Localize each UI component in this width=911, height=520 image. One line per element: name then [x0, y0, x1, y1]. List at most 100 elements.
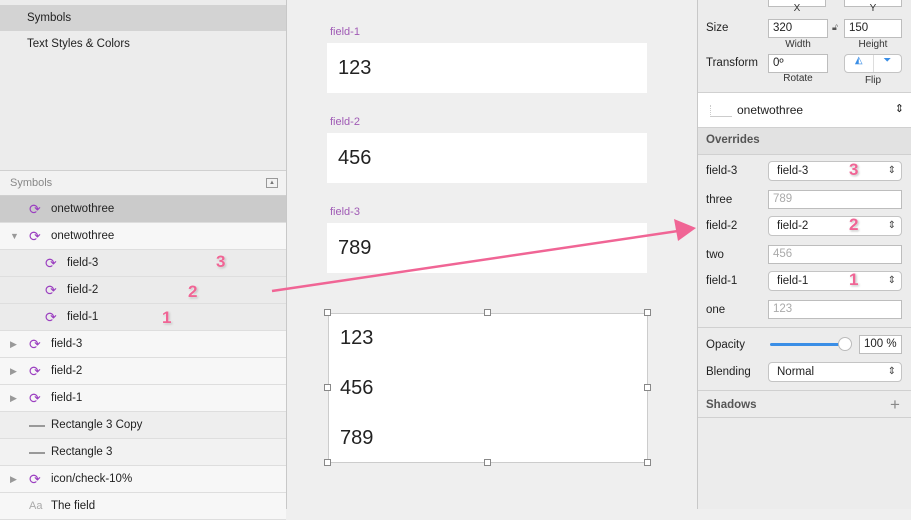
height-field[interactable]: 150: [844, 19, 902, 38]
field-artboard[interactable]: 456: [327, 133, 647, 183]
flip-horizontal-icon[interactable]: ◭: [845, 55, 874, 72]
symbol-picker[interactable]: onetwothree ⇕: [698, 92, 911, 128]
layer-row[interactable]: Rectangle 3 Copy: [0, 412, 286, 439]
divider: [698, 417, 911, 418]
opacity-label: Opacity: [706, 339, 745, 351]
disclosure-collapsed-icon[interactable]: ▶: [10, 366, 17, 376]
override-label: one: [706, 304, 726, 316]
layer-name: Rectangle 3: [51, 446, 113, 458]
layer-row[interactable]: Rectangle 3: [0, 439, 286, 466]
rotate-field[interactable]: 0º: [768, 54, 828, 73]
layer-row[interactable]: ▶ ⟳ field-1: [0, 385, 286, 412]
text-icon: Aa: [29, 500, 43, 512]
page-text-styles[interactable]: Text Styles & Colors: [27, 38, 130, 50]
left-panel: Symbols Text Styles & Colors Symbols ▲ ⟳…: [0, 0, 287, 520]
canvas[interactable]: field-1 123 field-2 456 field-3 789 123 …: [288, 0, 697, 509]
symbol-icon: ⟳: [45, 255, 57, 271]
line-icon: [29, 452, 45, 454]
transform-label: Transform: [706, 57, 758, 69]
resize-handle[interactable]: [644, 459, 651, 466]
disclosure-expanded-icon[interactable]: ▼: [10, 231, 19, 241]
resize-handle[interactable]: [484, 459, 491, 466]
override-label: field-1: [706, 275, 738, 287]
override-label: field-3: [706, 165, 738, 177]
symbol-name: onetwothree: [737, 103, 804, 117]
inspector-panel: X Y Size 320 🔓︎ 150 Width Height Transfo…: [697, 0, 911, 509]
resize-handle[interactable]: [324, 459, 331, 466]
resize-handle[interactable]: [324, 384, 331, 391]
y-field[interactable]: [844, 0, 902, 7]
layer-row[interactable]: ⟳ field-2: [0, 277, 286, 304]
flip-control[interactable]: ◭ ⏷: [844, 54, 902, 73]
resize-handle[interactable]: [484, 309, 491, 316]
layer-name: field-2: [67, 284, 99, 296]
width-field[interactable]: 320: [768, 19, 828, 38]
layer-row[interactable]: ▶ ⟳ field-3: [0, 331, 286, 358]
layer-row[interactable]: ⟳ field-3: [0, 250, 286, 277]
artboard-label[interactable]: field-3: [330, 206, 360, 218]
resize-handle[interactable]: [644, 309, 651, 316]
disclosure-collapsed-icon[interactable]: ▶: [10, 393, 17, 403]
page-symbols[interactable]: Symbols: [0, 5, 286, 31]
layer-row[interactable]: ▶ ⟳ icon/check-10%: [0, 466, 286, 493]
override-select[interactable]: field-3 ⇕: [768, 161, 902, 181]
chevron-updown-icon: ⇕: [887, 275, 896, 286]
field-artboard[interactable]: 789: [327, 223, 647, 273]
layer-row[interactable]: ⟳ onetwothree: [0, 196, 286, 223]
artboard-label[interactable]: field-1: [330, 26, 360, 38]
layer-row[interactable]: Aa The field: [0, 493, 286, 520]
collapse-icon[interactable]: ▲: [266, 178, 278, 188]
resize-handle[interactable]: [324, 309, 331, 316]
disclosure-collapsed-icon[interactable]: ▶: [10, 474, 17, 484]
override-text-field[interactable]: 456: [768, 245, 902, 264]
annotation-1: 1: [849, 270, 859, 289]
opacity-field[interactable]: 100 %: [859, 335, 902, 354]
annotation-2: 2: [849, 215, 859, 234]
artboard-label[interactable]: field-2: [330, 116, 360, 128]
lock-icon[interactable]: 🔓︎: [832, 22, 838, 32]
opacity-slider-knob[interactable]: [838, 337, 852, 351]
width-label: Width: [785, 39, 811, 50]
symbol-icon: ⟳: [29, 390, 41, 406]
override-text-field[interactable]: 789: [768, 190, 902, 209]
override-label: three: [706, 194, 733, 206]
layer-row[interactable]: ⟳ field-1: [0, 304, 286, 331]
override-select[interactable]: field-2 ⇕: [768, 216, 902, 236]
resize-handle[interactable]: [644, 384, 651, 391]
layers-header: Symbols ▲: [0, 170, 286, 196]
disclosure-collapsed-icon[interactable]: ▶: [10, 339, 17, 349]
layer-row[interactable]: ▼ ⟳ onetwothree: [0, 223, 286, 250]
add-shadow-icon[interactable]: +: [890, 395, 900, 414]
symbol-thumbnail-icon: [710, 105, 732, 117]
layer-name: icon/check-10%: [51, 473, 133, 485]
layer-name: field-3: [67, 257, 99, 269]
x-field[interactable]: [768, 0, 826, 7]
size-label: Size: [706, 22, 729, 34]
instance-text: 123: [340, 327, 374, 349]
layer-name: field-1: [67, 311, 99, 323]
override-value: field-1: [777, 275, 809, 287]
instance-text: 456: [340, 377, 374, 399]
chevron-updown-icon: ⇕: [894, 103, 904, 115]
layer-name: The field: [51, 500, 96, 512]
override-label: field-2: [706, 220, 738, 232]
override-text-field[interactable]: 123: [768, 300, 902, 319]
layer-name: onetwothree: [51, 230, 115, 242]
layer-name: onetwothree: [51, 203, 115, 215]
flip-vertical-icon[interactable]: ⏷: [883, 55, 892, 66]
blending-select[interactable]: Normal ⇕: [768, 362, 902, 382]
layer-name: Rectangle 3 Copy: [51, 419, 143, 431]
blending-label: Blending: [706, 366, 751, 378]
override-value: field-3: [777, 165, 809, 177]
layer-row[interactable]: ▶ ⟳ field-2: [0, 358, 286, 385]
opacity-slider[interactable]: [770, 343, 848, 346]
override-select[interactable]: field-1 ⇕: [768, 271, 902, 291]
overrides-header: Overrides: [698, 128, 911, 155]
symbol-icon: ⟳: [45, 282, 57, 298]
symbol-icon: ⟳: [45, 309, 57, 325]
field-artboard[interactable]: 123: [327, 43, 647, 93]
symbol-icon: ⟳: [29, 228, 41, 244]
selected-symbol-instance[interactable]: 123 456 789: [328, 313, 648, 463]
rotate-label: Rotate: [783, 73, 813, 84]
annotation-1: 1: [162, 308, 172, 327]
